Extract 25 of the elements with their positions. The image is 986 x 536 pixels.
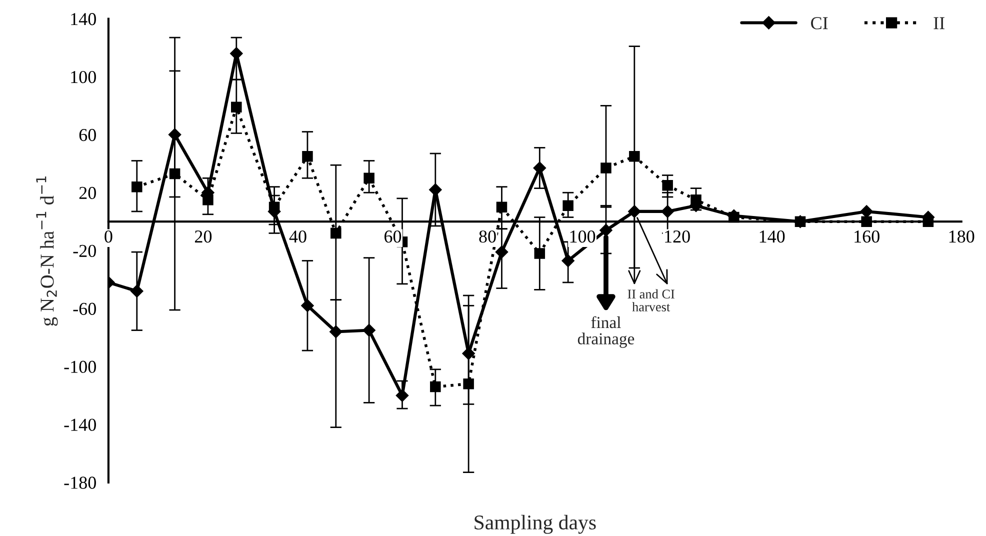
y-tick-label: -60 [73,302,96,315]
y-tick-label: -20 [73,244,96,258]
y-tick-label: 60 [79,128,96,142]
y-tick-label: -100 [64,360,96,373]
x-tick-label: 80 [479,230,496,243]
y-tick-label: 100 [71,70,96,84]
y-tick-label: -180 [64,476,96,489]
x-tick-label: 120 [665,230,690,243]
annotation: final drainage [578,316,634,348]
x-tick-label: 160 [854,230,880,243]
legend-label: II [934,17,944,30]
x-axis-title: Sampling days [474,514,596,534]
x-tick-label: 100 [570,230,596,243]
x-tick-label: 180 [949,230,974,243]
legend-label: CI [811,17,828,30]
y-tick-label: -140 [64,418,96,431]
y-tick-label: 20 [79,186,96,200]
y-tick-label: 140 [71,13,96,26]
x-tick-label: 20 [194,230,212,243]
x-tick-label: 60 [384,230,402,243]
annotation: II and CI harvest [628,289,674,312]
y-axis-title: g N$_{2}$O-N ha$^{−1}$ d$^{−1}$ [36,176,58,326]
x-tick-label: 140 [760,230,785,243]
x-tick-label: 40 [289,230,306,243]
x-tick-label: 0 [104,230,112,243]
